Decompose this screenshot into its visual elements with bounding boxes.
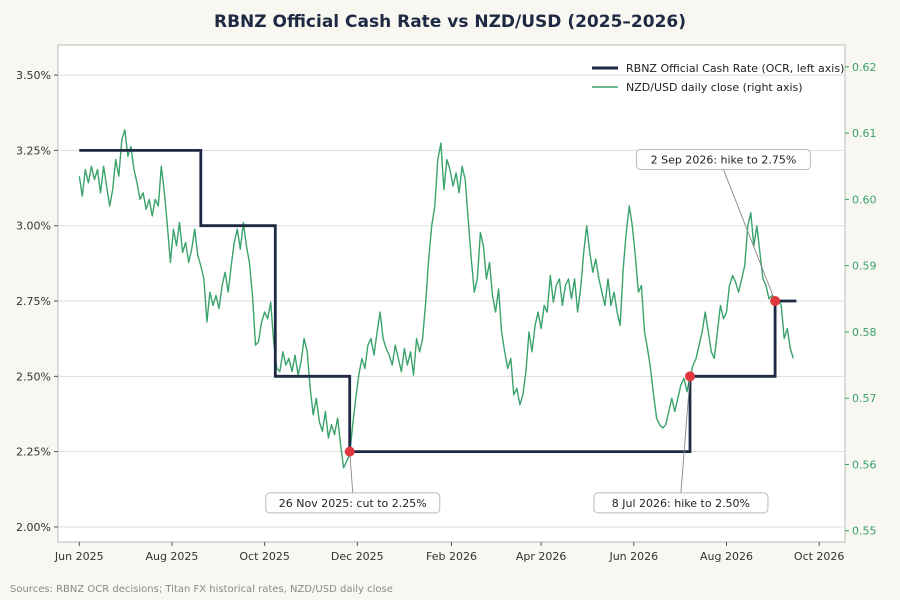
left-tick-label: 2.25% xyxy=(16,446,51,459)
right-axis-ticks: 0.55 0.56 0.57 0.58 0.59 0.60 0.61 0.62 xyxy=(845,61,877,538)
series-layer xyxy=(78,129,797,469)
left-tick-label: 3.50% xyxy=(16,69,51,82)
annotation-label: 26 Nov 2025: cut to 2.25% xyxy=(279,497,427,510)
legend-label: RBNZ Official Cash Rate (OCR, left axis) xyxy=(626,62,844,75)
annotations: 26 Nov 2025: cut to 2.25% 8 Jul 2026: hik… xyxy=(265,148,811,514)
x-tick-label: Dec 2025 xyxy=(331,550,384,563)
annotation-box xyxy=(265,492,441,514)
right-tick-label: 0.59 xyxy=(852,260,877,273)
right-tick-label: 0.60 xyxy=(852,193,877,206)
right-tick-label: 0.56 xyxy=(852,458,877,471)
right-tick-label: 0.58 xyxy=(852,326,877,339)
x-tick-label: Jun 2025 xyxy=(54,550,104,563)
x-tick-label: Oct 2025 xyxy=(239,550,290,563)
annotation-box xyxy=(635,148,811,170)
right-tick-label: 0.55 xyxy=(852,525,877,538)
decision-marker xyxy=(344,446,355,457)
right-tick-label: 0.61 xyxy=(852,127,877,140)
plot-area xyxy=(57,44,846,543)
annotation-leader xyxy=(349,451,354,493)
right-tick-label: 0.62 xyxy=(852,61,877,74)
x-tick-label: Aug 2026 xyxy=(700,550,753,563)
nzd-usd-line xyxy=(78,129,794,469)
right-tick-label: 0.57 xyxy=(852,392,877,405)
left-tick-label: 3.00% xyxy=(16,220,51,233)
annotation-box xyxy=(593,492,769,514)
x-tick-label: Jun 2026 xyxy=(608,550,658,563)
ocr-step-line xyxy=(79,149,797,453)
x-tick-label: Aug 2025 xyxy=(145,550,198,563)
source-note: Sources: RBNZ OCR decisions; Titan FX hi… xyxy=(10,584,393,595)
left-axis-ticks: 2.00% 2.25% 2.50% 2.75% 3.00% 3.25% 3.50% xyxy=(16,69,58,534)
annotation-label: 2 Sep 2026: hike to 2.75% xyxy=(651,153,797,166)
decision-marker xyxy=(770,296,781,307)
legend-label: NZD/USD daily close (right axis) xyxy=(626,81,803,94)
x-axis-ticks: Jun 2025 Aug 2025 Oct 2025 Dec 2025 Feb 2026… xyxy=(54,542,845,563)
annotation-leader xyxy=(723,169,776,302)
annotation-leader xyxy=(680,376,691,493)
decision-marker xyxy=(685,371,696,382)
chart-title: RBNZ Official Cash Rate vs NZD/USD (2025… xyxy=(214,12,686,32)
left-tick-label: 2.00% xyxy=(16,521,51,534)
left-tick-label: 3.25% xyxy=(16,144,51,157)
left-tick-label: 2.50% xyxy=(16,370,51,383)
left-tick-label: 2.75% xyxy=(16,295,51,308)
legend: RBNZ Official Cash Rate (OCR, left axis)… xyxy=(592,62,844,94)
annotation-label: 8 Jul 2026: hike to 2.50% xyxy=(612,497,750,510)
x-tick-label: Feb 2026 xyxy=(426,550,477,563)
x-tick-label: Apr 2026 xyxy=(516,550,567,563)
x-tick-label: Oct 2026 xyxy=(794,550,845,563)
